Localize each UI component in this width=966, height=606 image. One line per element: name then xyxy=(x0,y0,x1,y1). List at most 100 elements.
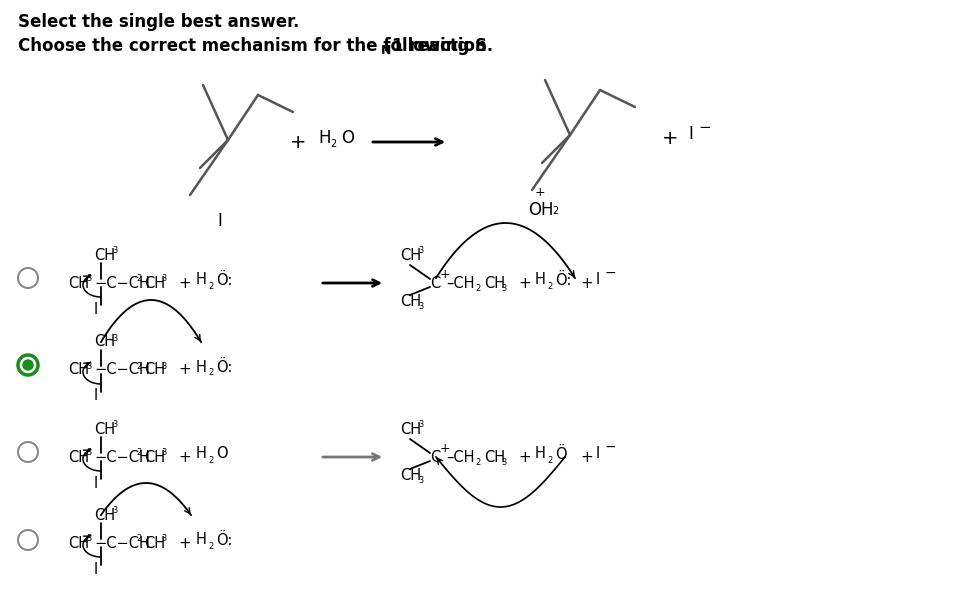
Text: $_3$: $_3$ xyxy=(501,456,508,468)
Text: $_2$: $_2$ xyxy=(330,136,337,150)
Text: OH: OH xyxy=(528,201,554,219)
Text: +: + xyxy=(580,450,593,465)
Text: –CH: –CH xyxy=(446,450,474,465)
Text: $_3$: $_3$ xyxy=(161,359,168,371)
Text: +: + xyxy=(178,362,190,378)
Text: CH: CH xyxy=(400,293,421,308)
Text: CH: CH xyxy=(94,247,115,262)
Text: $_3$: $_3$ xyxy=(86,445,93,459)
Text: I: I xyxy=(217,212,222,230)
Text: I: I xyxy=(94,302,99,316)
Text: +: + xyxy=(178,276,190,290)
Text: I: I xyxy=(596,271,600,287)
Text: $_2$: $_2$ xyxy=(208,365,214,379)
Text: $_3$: $_3$ xyxy=(418,473,425,487)
Text: I: I xyxy=(94,562,99,576)
Text: +: + xyxy=(440,442,450,456)
Text: CH: CH xyxy=(144,362,165,378)
Text: H: H xyxy=(196,533,207,547)
Text: CH: CH xyxy=(68,536,89,550)
Text: −: − xyxy=(698,119,711,135)
Text: $_3$: $_3$ xyxy=(418,299,425,313)
Text: $_2$: $_2$ xyxy=(547,453,554,465)
Text: 1 reaction.: 1 reaction. xyxy=(392,37,493,55)
Text: $_2$: $_2$ xyxy=(208,453,214,465)
Text: $_2$: $_2$ xyxy=(136,271,143,284)
Text: $_3$: $_3$ xyxy=(161,445,168,459)
Text: $_2$: $_2$ xyxy=(475,282,482,295)
Text: O: O xyxy=(341,129,354,147)
Text: Choose the correct mechanism for the following S: Choose the correct mechanism for the fol… xyxy=(18,37,487,55)
Text: H: H xyxy=(535,447,546,462)
Text: −C−CH: −C−CH xyxy=(94,450,150,465)
Text: +: + xyxy=(662,128,678,147)
Text: H: H xyxy=(196,273,207,287)
Text: H: H xyxy=(535,273,546,287)
Text: CH: CH xyxy=(68,362,89,378)
Text: Ö:: Ö: xyxy=(555,273,571,287)
Text: CH: CH xyxy=(68,276,89,290)
Text: H: H xyxy=(196,359,207,375)
Text: $_2$: $_2$ xyxy=(547,279,554,291)
Text: Ö:: Ö: xyxy=(216,359,233,375)
Text: CH: CH xyxy=(144,450,165,465)
Text: CH: CH xyxy=(144,276,165,290)
Text: $_3$: $_3$ xyxy=(501,282,508,295)
Text: $_3$: $_3$ xyxy=(112,330,119,344)
Text: CH: CH xyxy=(484,450,505,465)
Text: $_2$: $_2$ xyxy=(552,203,559,217)
Text: $_3$: $_3$ xyxy=(86,531,93,545)
Text: Ö: Ö xyxy=(555,447,567,462)
Text: I: I xyxy=(596,445,600,461)
Text: $_2$: $_2$ xyxy=(475,456,482,468)
Text: +: + xyxy=(535,185,546,199)
Text: $_3$: $_3$ xyxy=(112,504,119,516)
Text: +: + xyxy=(518,276,530,290)
Text: −C−CH: −C−CH xyxy=(94,536,150,550)
Text: $_2$: $_2$ xyxy=(208,279,214,291)
Text: −C−CH: −C−CH xyxy=(94,276,150,290)
Text: H: H xyxy=(196,447,207,462)
Text: C: C xyxy=(430,450,440,465)
Text: +: + xyxy=(440,268,450,282)
Text: −: − xyxy=(605,440,616,454)
Text: +: + xyxy=(518,450,530,465)
Text: −: − xyxy=(605,266,616,280)
Text: N: N xyxy=(381,44,391,58)
Text: $_3$: $_3$ xyxy=(161,531,168,545)
Text: $_3$: $_3$ xyxy=(161,271,168,284)
Text: CH: CH xyxy=(94,507,115,522)
Text: +: + xyxy=(178,450,190,465)
Text: CH: CH xyxy=(144,536,165,550)
Text: $_3$: $_3$ xyxy=(86,271,93,284)
Text: C: C xyxy=(430,276,440,290)
Text: Ö:: Ö: xyxy=(216,273,233,287)
Text: CH: CH xyxy=(94,335,115,350)
Text: H: H xyxy=(318,129,330,147)
Text: I: I xyxy=(688,125,693,143)
Text: CH: CH xyxy=(484,276,505,290)
Text: +: + xyxy=(580,276,593,290)
Circle shape xyxy=(23,360,33,370)
Text: +: + xyxy=(290,133,306,152)
Text: I: I xyxy=(94,388,99,404)
Text: $_3$: $_3$ xyxy=(418,418,425,430)
Text: +: + xyxy=(178,536,190,550)
Text: CH: CH xyxy=(68,450,89,465)
Text: $_3$: $_3$ xyxy=(418,244,425,256)
Text: −C−CH: −C−CH xyxy=(94,362,150,378)
Text: $_2$: $_2$ xyxy=(208,539,214,551)
Text: CH: CH xyxy=(400,467,421,482)
Text: $_2$: $_2$ xyxy=(136,445,143,459)
Text: Ö:: Ö: xyxy=(216,533,233,547)
Text: I: I xyxy=(94,476,99,490)
Text: $_3$: $_3$ xyxy=(112,244,119,256)
Text: $_2$: $_2$ xyxy=(136,359,143,371)
Text: CH: CH xyxy=(400,422,421,436)
Text: CH: CH xyxy=(94,422,115,436)
Text: $_2$: $_2$ xyxy=(136,531,143,545)
Text: CH: CH xyxy=(400,247,421,262)
Text: $_3$: $_3$ xyxy=(86,359,93,371)
Text: –CH: –CH xyxy=(446,276,474,290)
Text: $_3$: $_3$ xyxy=(112,418,119,430)
